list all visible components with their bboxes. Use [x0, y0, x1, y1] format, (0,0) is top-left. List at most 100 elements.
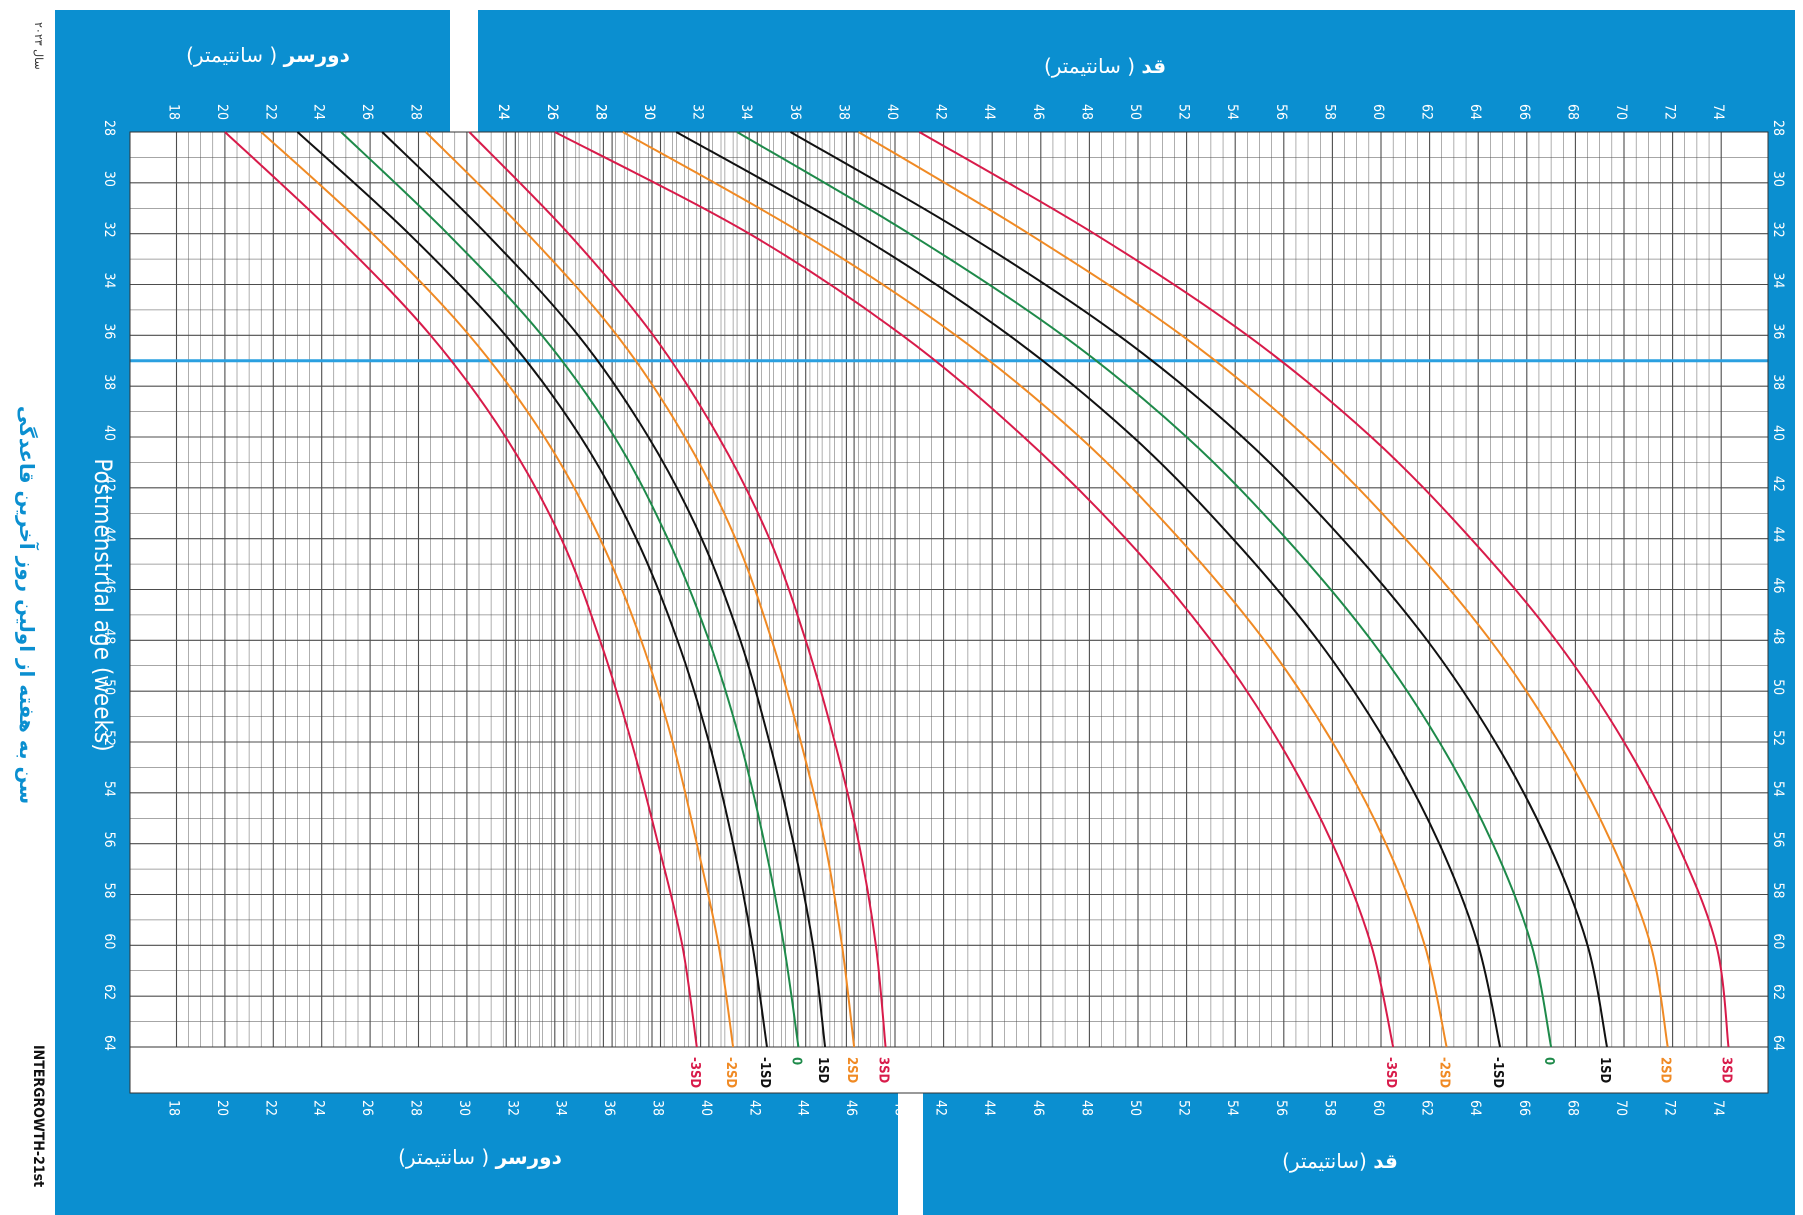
length-tick-top: 72 [1662, 104, 1678, 120]
week-tick-right: 46 [1770, 578, 1786, 594]
length-title-top-rest: ( سانتیمتر) [1044, 54, 1135, 78]
head-curve-2SD [425, 131, 856, 1048]
week-tick-left: 42 [101, 476, 117, 492]
head-title-top-bold: دورسر [283, 43, 350, 67]
length-tick-bottom: 42 [933, 1100, 949, 1116]
head-title-bottom: دورسر ( سانتیمتر) [398, 1145, 562, 1169]
week-tick-left: 52 [101, 730, 117, 746]
week-tick-right: 42 [1770, 476, 1786, 492]
length-tick-top: 62 [1419, 104, 1435, 120]
head-curve-0 [340, 131, 800, 1048]
length-tick-bottom: 54 [1224, 1100, 1240, 1116]
head-tick-bottom: 28 [408, 1100, 424, 1116]
length-curve-minus2SD [622, 131, 1448, 1048]
length-title-top: قد ( سانتیمتر) [1044, 54, 1166, 78]
length-curve-3SD [918, 131, 1730, 1048]
week-tick-left: 60 [101, 933, 117, 949]
head-curve-label: 3SD [876, 1057, 891, 1084]
curves [224, 131, 1730, 1048]
head-curve-3SD [468, 131, 887, 1048]
week-tick-left: 64 [101, 1035, 117, 1051]
week-tick-left: 30 [101, 171, 117, 187]
plot-border [129, 131, 1769, 1094]
length-tick-top: 56 [1273, 104, 1289, 120]
length-tick-top: 24 [495, 104, 511, 120]
length-tick-top: 64 [1467, 104, 1483, 120]
head-curve-label: -1SD [757, 1057, 772, 1088]
length-tick-top: 74 [1710, 104, 1726, 120]
length-tick-bottom: 50 [1127, 1100, 1143, 1116]
length-title-top-bold: قد [1141, 54, 1166, 78]
week-tick-right: 52 [1770, 730, 1786, 746]
length-curve-minus3SD [554, 131, 1395, 1048]
length-tick-bottom: 52 [1176, 1100, 1192, 1116]
head-tick-bottom: 48 [892, 1100, 908, 1116]
head-curve-label: -3SD [687, 1057, 702, 1088]
head-curve-1SD [381, 131, 827, 1048]
week-tick-left: 46 [101, 578, 117, 594]
length-curve-label: 2SD [1658, 1057, 1673, 1084]
length-tick-top: 42 [933, 104, 949, 120]
week-tick-left: 32 [101, 222, 117, 238]
week-tick-right: 48 [1770, 628, 1786, 644]
week-tick-right: 50 [1770, 679, 1786, 695]
length-tick-top: 68 [1564, 104, 1580, 120]
length-tick-top: 60 [1370, 104, 1386, 120]
length-tick-bottom: 48 [1078, 1100, 1094, 1116]
length-tick-top: 26 [544, 104, 560, 120]
grid [129, 131, 1769, 1094]
head-curve-minus1SD [296, 131, 768, 1048]
length-tick-top: 46 [1030, 104, 1046, 120]
week-tick-left: 38 [101, 374, 117, 390]
brand-label: INTERGROWTH-21st [30, 1045, 46, 1187]
head-tick-top: 26 [359, 104, 375, 120]
head-tick-bottom: 40 [698, 1100, 714, 1116]
head-tick-bottom: 18 [166, 1100, 182, 1116]
head-curve-label: 2SD [844, 1057, 859, 1084]
week-tick-right: 28 [1770, 120, 1786, 136]
length-tick-bottom: 70 [1613, 1100, 1629, 1116]
bottom-gap [898, 1093, 923, 1215]
head-curve-label: 1SD [815, 1057, 830, 1084]
head-tick-bottom: 42 [746, 1100, 762, 1116]
head-tick-bottom: 22 [262, 1100, 278, 1116]
week-tick-left: 48 [101, 628, 117, 644]
week-tick-left: 58 [101, 883, 117, 899]
length-tick-bottom: 58 [1321, 1100, 1337, 1116]
week-tick-left: 50 [101, 679, 117, 695]
week-tick-right: 64 [1770, 1035, 1786, 1051]
length-curve-label: 1SD [1597, 1057, 1612, 1084]
head-tick-bottom: 36 [601, 1100, 617, 1116]
length-tick-top-extra: 26 [544, 104, 560, 120]
length-title-bottom-rest: (سانتیمتر) [1282, 1149, 1367, 1173]
head-tick-top: 18 [166, 104, 182, 120]
week-tick-left: 54 [101, 781, 117, 797]
top-gap [450, 10, 478, 132]
head-title-bottom-rest: ( سانتیمتر) [398, 1145, 489, 1169]
head-tick-bottom: 44 [795, 1100, 811, 1116]
week-tick-right: 38 [1770, 374, 1786, 390]
corner-note: سال ۲۰۲۳ [32, 22, 45, 70]
week-tick-right: 34 [1770, 273, 1786, 289]
head-tick-top: 20 [214, 104, 230, 120]
length-tick-bottom: 74 [1710, 1100, 1726, 1116]
length-title-bottom: قد (سانتیمتر) [1282, 1149, 1398, 1173]
week-tick-left: 28 [101, 120, 117, 136]
length-curve-2SD [858, 131, 1669, 1048]
head-tick-top: 24 [311, 104, 327, 120]
week-tick-right: 60 [1770, 933, 1786, 949]
length-tick-top-extra: 28 [592, 104, 608, 120]
length-tick-top: 30 [641, 104, 657, 120]
tick-labels: -3SD -2SD -1SD 0 1SD 2SD 3SD -3SD -2SD -1SD 0 1SD 2S… [101, 104, 1786, 1116]
head-title-top-rest: ( سانتیمتر) [186, 43, 277, 67]
length-tick-bottom: 72 [1662, 1100, 1678, 1116]
length-tick-bottom: 66 [1516, 1100, 1532, 1116]
week-tick-left: 34 [101, 273, 117, 289]
length-curve-minus1SD [675, 131, 1502, 1048]
head-tick-top: 28 [408, 104, 424, 120]
length-tick-top: 48 [1078, 104, 1094, 120]
head-tick-bottom: 26 [359, 1100, 375, 1116]
head-tick-bottom: 38 [650, 1100, 666, 1116]
head-tick-bottom: 24 [311, 1100, 327, 1116]
